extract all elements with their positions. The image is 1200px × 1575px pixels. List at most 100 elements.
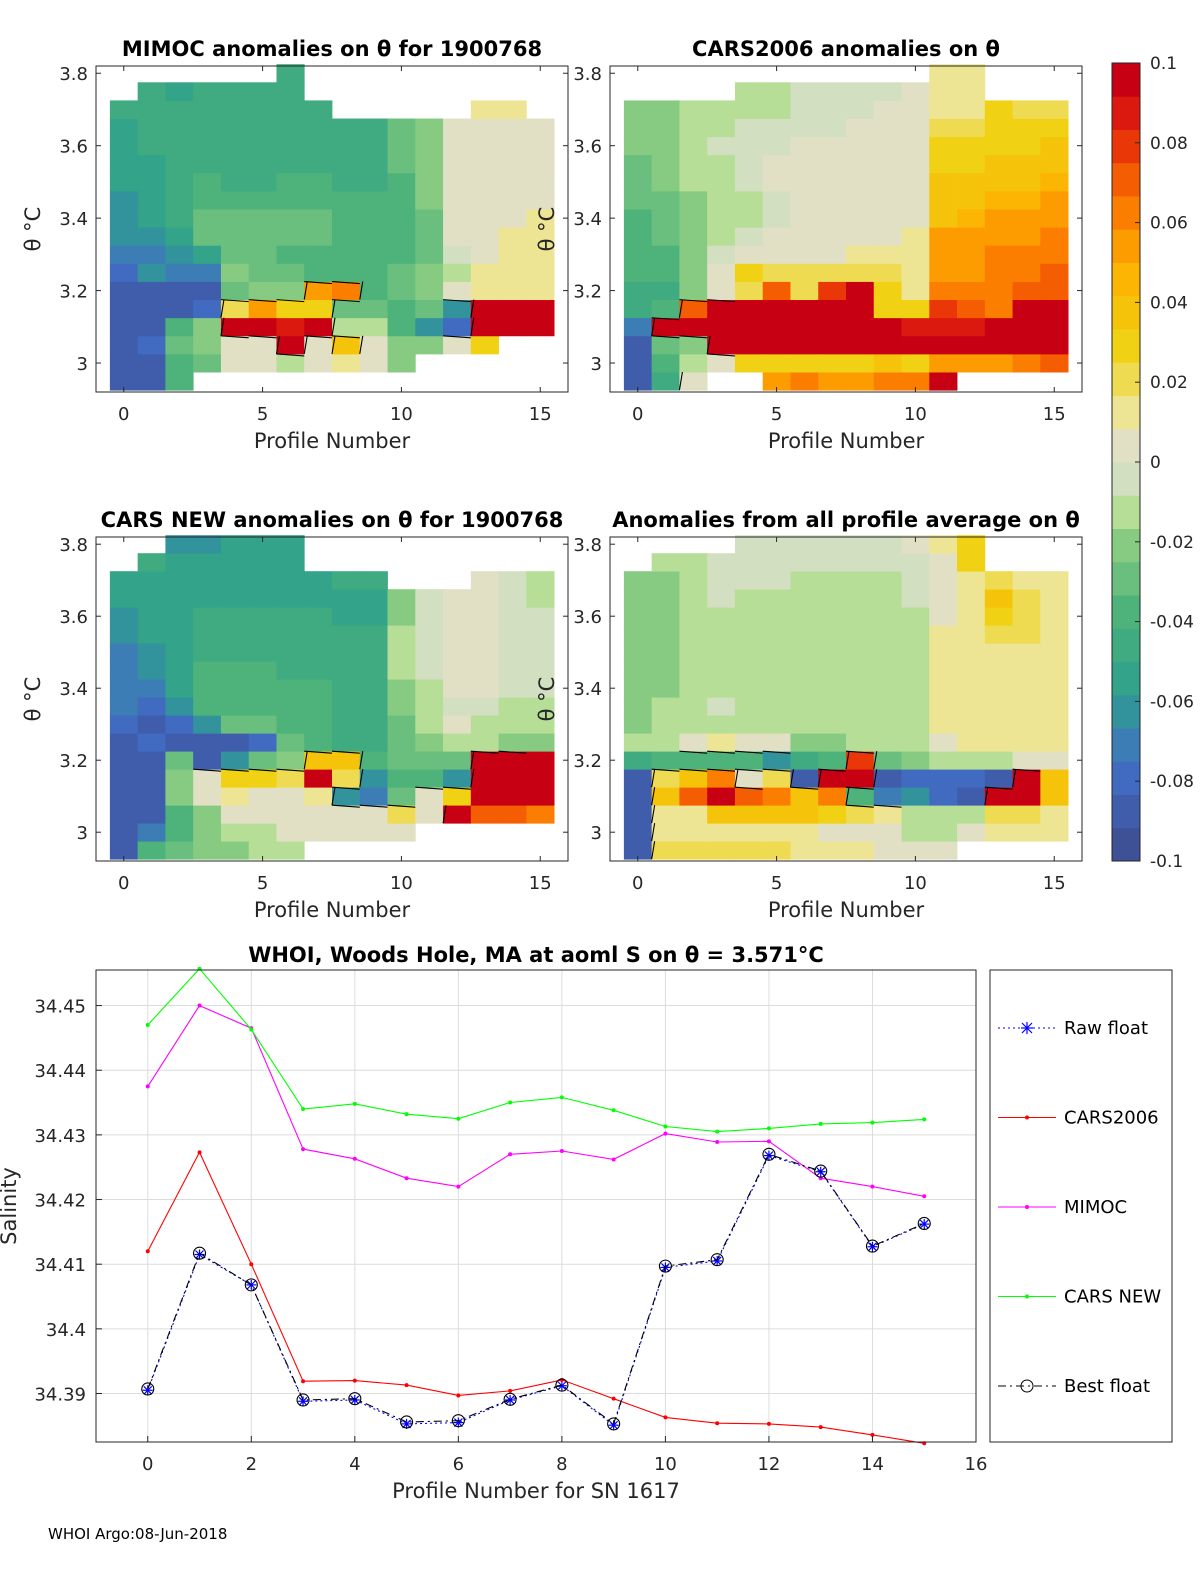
heatmap-cell: [304, 589, 333, 608]
heatmap-cell: [165, 553, 194, 572]
heatmap-cell: [873, 787, 902, 806]
heatmap-cell: [762, 787, 791, 806]
heatmap-cell: [929, 245, 958, 264]
heatmap-cell: [929, 190, 958, 210]
heatmap-cell: [387, 209, 416, 228]
x-tick-label: 0: [118, 404, 129, 425]
heatmap-cell: [193, 118, 222, 138]
heatmap-cell: [220, 245, 250, 264]
heatmap-cell: [276, 64, 305, 83]
heatmap-cell: [443, 697, 472, 716]
heatmap-cell: [679, 372, 708, 391]
data-point: [715, 1139, 720, 1144]
heatmap-cell: [929, 589, 958, 608]
heatmap-cell: [109, 154, 139, 174]
x-tick-label: 15: [529, 873, 552, 894]
heatmap-cell: [137, 245, 166, 264]
heatmap-cell: [276, 100, 305, 119]
heatmap-cell: [707, 317, 736, 337]
heatmap-cell: [248, 245, 277, 264]
data-point: [348, 1392, 362, 1406]
heatmap-cell: [818, 299, 847, 319]
heatmap-cell: [818, 317, 847, 337]
heatmap-cell: [984, 733, 1013, 752]
x-tick-label: 15: [529, 404, 552, 425]
heatmap-cell: [470, 769, 499, 788]
asterisk-stroke: [868, 1242, 877, 1252]
heatmap-cell: [901, 299, 930, 319]
heatmap-cell: [1040, 823, 1069, 842]
data-point: [611, 1157, 616, 1162]
heatmap-cell: [1012, 769, 1041, 788]
heatmap-cell: [470, 263, 499, 282]
heatmap-cell: [734, 245, 764, 264]
heatmap-cell: [443, 751, 472, 770]
heatmap-cell: [873, 589, 902, 608]
anomaly-contours: [651, 299, 735, 391]
heatmap-cell: [762, 661, 791, 680]
heatmap-cell: [873, 643, 902, 662]
heatmap-cell: [415, 805, 444, 824]
heatmap-cell: [304, 281, 333, 301]
colorbar-band: [1112, 495, 1140, 529]
legend-item: CARS2006: [998, 1108, 1159, 1129]
heatmap-cell: [276, 317, 305, 337]
heatmap-cell: [359, 643, 388, 662]
heatmap-cell: [137, 697, 166, 716]
heatmap-cell: [651, 733, 680, 752]
heatmap-cell: [387, 172, 416, 192]
heatmap-cell: [332, 805, 361, 824]
heatmap-cell: [443, 679, 472, 698]
heatmap-cell: [1040, 769, 1069, 788]
contour-segment: [220, 299, 249, 303]
heatmap-cell: [818, 661, 847, 680]
heatmap-cell: [387, 661, 416, 680]
heatmap-cell: [651, 245, 680, 264]
heatmap-cell: [137, 299, 166, 319]
heatmap-cell: [498, 751, 527, 770]
contour-segment: [303, 751, 308, 770]
heatmap-cell: [651, 372, 680, 391]
heatmap-cell: [220, 679, 250, 698]
heatmap-cell: [762, 841, 791, 860]
heatmap-cell: [679, 281, 708, 301]
heatmap-cell: [415, 643, 444, 662]
heatmap-cell: [332, 299, 361, 319]
heatmap-cell: [818, 751, 847, 770]
heatmap-cell: [679, 118, 708, 138]
data-point: [508, 1152, 513, 1157]
heatmap-cell: [248, 571, 277, 590]
heatmap-cell: [415, 172, 444, 192]
y-tick-label: 3.8: [59, 535, 88, 556]
heatmap-cell: [220, 607, 250, 626]
heatmap-cell: [790, 751, 819, 770]
heatmap-cell: [332, 661, 361, 680]
heatmap-cell: [707, 679, 736, 698]
heatmap-cell: [470, 299, 499, 319]
heatmap-cell: [248, 281, 277, 301]
contour-segment: [220, 299, 225, 318]
heatmap-cell: [846, 823, 875, 842]
contour-segment: [248, 768, 277, 772]
heatmap-cell: [248, 823, 277, 842]
heatmap-cell: [387, 769, 416, 788]
heatmap-cell: [193, 643, 222, 662]
heatmap-cell: [109, 335, 139, 355]
heatmap-cell: [873, 281, 902, 301]
heatmap-cell: [679, 353, 708, 373]
data-point: [145, 1022, 150, 1027]
heatmap-cell: [304, 607, 333, 626]
heatmap-cell: [276, 263, 305, 282]
heatmap-cell: [276, 787, 305, 806]
series-line: [147, 967, 925, 1133]
heatmap-cell: [109, 100, 139, 119]
heatmap-cell: [193, 805, 222, 824]
heatmap-cell: [498, 281, 527, 301]
heatmap-cell: [137, 661, 166, 680]
heatmap-cell: [276, 697, 305, 716]
heatmap-cell: [415, 317, 444, 337]
contour-segment: [873, 804, 902, 808]
anomaly-contours: [220, 280, 475, 357]
colorbar-tick-label: -0.1: [1150, 852, 1183, 872]
data-point: [762, 1147, 776, 1161]
